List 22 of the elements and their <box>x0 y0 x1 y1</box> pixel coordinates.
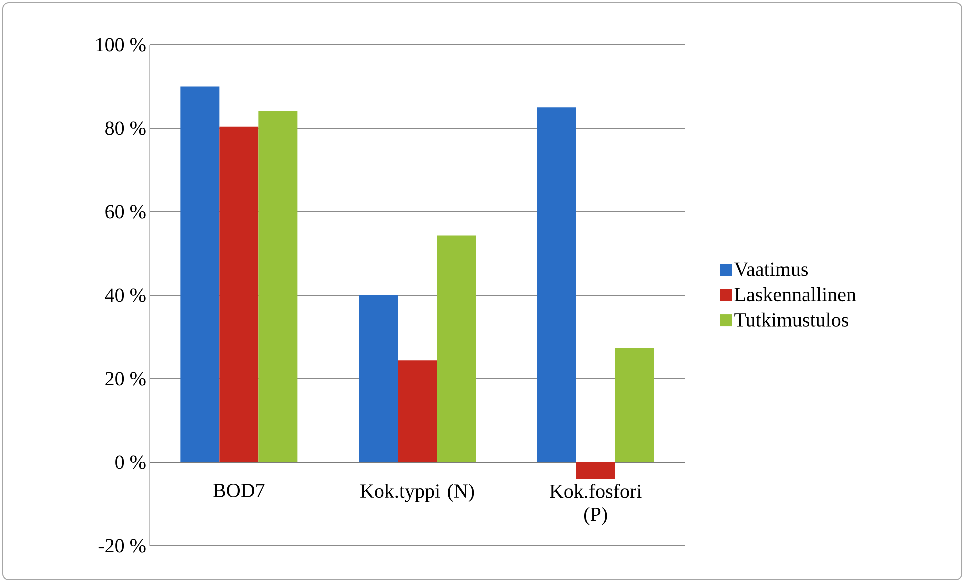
x-tick-label: Kok.fosfori (P) <box>550 484 642 526</box>
bar <box>437 236 476 462</box>
legend-label: Laskennallinen <box>734 287 856 302</box>
bar <box>615 348 654 462</box>
legend-label: Tutkimustulos <box>734 312 848 327</box>
y-tick-label: 40 % <box>105 288 146 302</box>
bar <box>576 462 616 480</box>
y-tick-label: 60 % <box>106 205 146 219</box>
x-tick-label: BOD7 <box>214 484 265 498</box>
y-tick-label: -20 % <box>98 539 146 553</box>
y-tick-label: 100 % <box>96 38 146 52</box>
bar <box>180 86 220 462</box>
y-tick-label: 0 % <box>116 456 146 470</box>
bar <box>258 110 298 462</box>
x-tick-label: Kok.typpi (N) <box>360 484 474 502</box>
bar <box>220 126 259 462</box>
bar <box>398 360 438 462</box>
y-tick-label: 20 % <box>106 372 146 386</box>
legend-label: Vaatimus <box>734 262 808 276</box>
bar <box>537 108 576 462</box>
y-tick-label: 80 % <box>106 122 146 136</box>
bar <box>359 295 398 462</box>
